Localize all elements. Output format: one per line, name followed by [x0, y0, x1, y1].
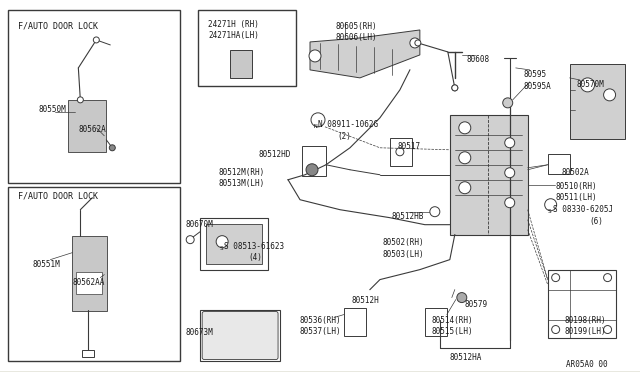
Text: 80512H: 80512H: [352, 296, 380, 305]
Text: S 08513-61623: S 08513-61623: [224, 242, 284, 251]
Bar: [302, 146, 326, 176]
Circle shape: [216, 236, 228, 248]
Text: 80570M: 80570M: [577, 80, 604, 89]
Text: 80608: 80608: [467, 55, 490, 64]
Text: 24271H (RH): 24271H (RH): [208, 20, 259, 29]
Bar: [72, 236, 108, 311]
Text: 80512M(RH): 80512M(RH): [218, 168, 264, 177]
Bar: [425, 308, 447, 336]
Polygon shape: [310, 30, 420, 78]
Text: (6): (6): [589, 217, 604, 226]
Text: 80503(LH): 80503(LH): [383, 250, 424, 259]
Text: 80502(RH): 80502(RH): [383, 238, 424, 247]
Circle shape: [604, 89, 616, 101]
Text: (4): (4): [248, 253, 262, 262]
Text: AR05A0 00: AR05A0 00: [566, 360, 607, 369]
Text: 80512HB: 80512HB: [392, 212, 424, 221]
Circle shape: [552, 274, 559, 282]
Bar: [8, 187, 180, 362]
Bar: [570, 64, 625, 139]
FancyBboxPatch shape: [202, 312, 278, 359]
Text: 80562AA: 80562AA: [72, 278, 105, 286]
Text: 80550M: 80550M: [38, 105, 66, 114]
Text: 80512HA: 80512HA: [450, 353, 482, 362]
Text: N: N: [314, 124, 317, 129]
Text: 80514(RH): 80514(RH): [432, 315, 474, 324]
Text: N 08911-1062G: N 08911-1062G: [318, 120, 378, 129]
Circle shape: [604, 274, 612, 282]
Circle shape: [459, 182, 471, 194]
Text: S 08330-6205J: S 08330-6205J: [553, 205, 612, 214]
Bar: [548, 154, 570, 174]
Circle shape: [186, 236, 194, 244]
Text: 80502A: 80502A: [562, 168, 589, 177]
Circle shape: [452, 85, 458, 91]
Bar: [200, 310, 280, 362]
Circle shape: [306, 164, 318, 176]
Circle shape: [505, 138, 515, 148]
Text: 80537(LH): 80537(LH): [299, 327, 340, 336]
Circle shape: [552, 326, 559, 334]
Circle shape: [77, 97, 83, 103]
Circle shape: [604, 326, 612, 334]
Text: (2): (2): [337, 132, 351, 141]
Circle shape: [109, 145, 115, 151]
Circle shape: [410, 38, 420, 48]
Text: 80511(LH): 80511(LH): [556, 193, 597, 202]
Bar: [230, 50, 252, 78]
Bar: [548, 270, 616, 337]
Circle shape: [396, 148, 404, 156]
Circle shape: [452, 85, 458, 91]
Circle shape: [457, 293, 467, 302]
Text: 80198(RH): 80198(RH): [564, 315, 606, 324]
Text: 80605(RH): 80605(RH): [336, 22, 378, 31]
Bar: [68, 100, 106, 152]
Circle shape: [505, 168, 515, 178]
Text: 80515(LH): 80515(LH): [432, 327, 474, 336]
Circle shape: [309, 50, 321, 62]
Text: 80510(RH): 80510(RH): [556, 182, 597, 191]
Bar: [83, 350, 94, 357]
Text: 80199(LH): 80199(LH): [564, 327, 606, 336]
Text: 80595A: 80595A: [524, 82, 552, 91]
Text: 80536(RH): 80536(RH): [299, 315, 340, 324]
Bar: [198, 10, 296, 86]
Text: 80670M: 80670M: [185, 220, 213, 229]
Bar: [200, 218, 268, 270]
Circle shape: [93, 37, 99, 43]
Circle shape: [415, 40, 421, 46]
Text: 80579: 80579: [465, 299, 488, 308]
Circle shape: [311, 113, 325, 127]
Circle shape: [459, 152, 471, 164]
Text: 80551M: 80551M: [33, 260, 60, 269]
Circle shape: [545, 199, 557, 211]
Circle shape: [459, 122, 471, 134]
Text: 24271HA(LH): 24271HA(LH): [208, 31, 259, 40]
Circle shape: [505, 198, 515, 208]
Text: 80513M(LH): 80513M(LH): [218, 179, 264, 188]
Circle shape: [430, 207, 440, 217]
Text: 80517: 80517: [398, 142, 421, 151]
Text: 80606(LH): 80606(LH): [336, 33, 378, 42]
Bar: [390, 138, 412, 166]
Bar: [8, 10, 180, 183]
Circle shape: [503, 98, 513, 108]
Text: 80673M: 80673M: [185, 327, 213, 337]
Text: 80512HD: 80512HD: [258, 150, 291, 159]
Text: 80595: 80595: [524, 70, 547, 79]
Bar: [450, 115, 528, 235]
Text: S: S: [219, 246, 223, 251]
Circle shape: [580, 78, 595, 92]
Bar: [344, 308, 366, 336]
Text: S: S: [548, 209, 552, 214]
Text: F/AUTO DOOR LOCK: F/AUTO DOOR LOCK: [19, 22, 99, 31]
Text: 80562A: 80562A: [78, 125, 106, 134]
Text: F/AUTO DOOR LOCK: F/AUTO DOOR LOCK: [19, 192, 99, 201]
Bar: [206, 224, 262, 264]
Bar: [76, 272, 102, 294]
